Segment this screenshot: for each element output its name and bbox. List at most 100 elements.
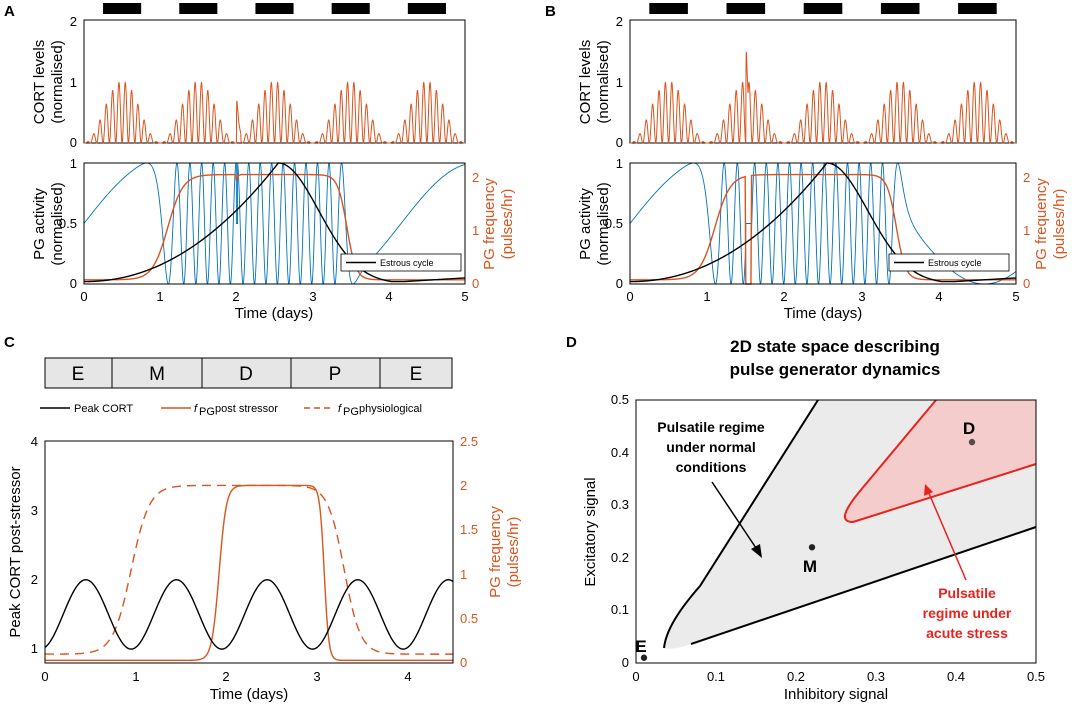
xtick-b-5: 5 [1012,289,1019,304]
cort-series-a [84,81,465,145]
ytick-b-bottom-2: 1 [616,156,623,171]
ytick-a-top-2: 2 [70,14,77,29]
ytick-c-3: 3 [31,503,38,518]
arrow-normal-head [751,544,762,558]
xtick-c-1: 1 [132,669,139,684]
ytick-a-bottom-2: 1 [70,156,77,171]
xtick-d-5: 0.5 [1027,669,1045,684]
xtick-a-4: 4 [385,289,392,304]
cort-series-b [630,51,1016,145]
legend-f-symbol-1: f [194,403,198,415]
dark-phase-bar [726,3,766,14]
annotation-normal-2: under normal [666,439,755,455]
ytick-c-right-2.5: 2.5 [460,434,478,449]
acute-stress-region [844,400,1036,522]
axes-box-c [44,440,454,664]
ylabel-c-left: Peak CORT post-stressor [7,466,24,637]
legend-label-b: Estrous cycle [928,258,982,268]
ytick-a-bottom-1: 0.5 [59,216,77,231]
xtick-d-0: 0 [632,669,639,684]
annotation-stress-2: regime under [923,605,1012,621]
ylabel-a-top-2: (normalised) [49,40,66,123]
xtick-d-3: 0.3 [867,669,885,684]
acute-stress-boundary [843,399,1037,524]
axes-box-a-top [83,19,466,144]
normal-regime-boundary [663,399,1037,649]
ytick-d-4: 0.4 [611,445,629,460]
xtick-a-1: 1 [156,289,163,304]
panel-c-plot: 0 1 2 3 4 1 2 3 4 0 0.5 1 1.5 2 2.5 Time… [7,434,522,703]
ytick-c-1: 1 [31,641,38,656]
legend-f-symbol-2: f [338,403,342,415]
dark-phase-bars-a [103,3,446,14]
ylabel-c-right-2: (pulses/hr) [505,517,522,588]
panel-letter-b: B [545,3,556,20]
legend-pg-subscript-2: PG [343,406,359,418]
ytick-c-right-0.5: 0.5 [460,611,478,626]
stage-box-e2 [379,357,453,389]
ytick-d-5: 0.5 [611,392,629,407]
state-point-m [808,544,816,551]
ytick-a-right-1: 1 [472,223,479,238]
stage-label-d: D [239,364,253,385]
ytick-a-right-0: 0 [472,276,479,291]
ylabel-b-left-2: (normalised) [595,182,612,265]
xtick-a-3: 3 [309,289,316,304]
pg-frequency-series-a [84,173,465,281]
fpg-post-stressor-series [45,484,453,662]
ylabel-b-left-1: PG activity [577,188,594,260]
ylabel-b-right-1: PG frequency [1033,178,1050,270]
xtick-d-2: 0.2 [787,669,805,684]
legend-label-physiological: physiological [359,403,422,415]
state-point-d [968,438,976,446]
legend-label-post-stressor: post stressor [215,403,278,415]
legend-c: Peak CORT f PG post stressor f PG physio… [40,403,422,418]
ylabel-b-top-1: CORT levels [577,40,594,124]
ytick-b-bottom-1: 0.5 [605,216,623,231]
dark-phase-bars-b [649,3,997,14]
legend-label-a: Estrous cycle [380,258,434,268]
xtick-c-3: 3 [313,669,320,684]
stage-box-e1 [44,357,113,389]
xtick-b-4: 4 [935,289,942,304]
legend-label-peak-cort: Peak CORT [74,403,133,415]
estrous-cycle-series-b [630,162,1017,283]
title-d-line2: pulse generator dynamics [730,360,941,379]
axes-box-d [635,399,1037,664]
xlabel-a: Time (days) [235,305,314,322]
ylabel-a-top-1: CORT levels [31,40,48,124]
ylabel-a-left-2: (normalised) [49,182,66,265]
ytick-b-top-2: 2 [616,14,623,29]
annotation-normal-1: Pulsatile regime [657,419,765,435]
ylabel-a-right-1: PG frequency [481,178,498,270]
dark-phase-bar [179,3,218,14]
ytick-a-top-0: 0 [70,135,77,150]
ytick-c-4: 4 [31,434,38,449]
xlabel-d: Inhibitory signal [784,686,888,703]
ytick-b-top-0: 0 [616,135,623,150]
ytick-b-right-1: 1 [1023,223,1030,238]
state-points [640,438,976,661]
panel-a-top: 0 1 2 CORT levels (normalised) [31,14,466,150]
xlabel-b: Time (days) [784,305,863,322]
state-point-e [640,654,648,661]
ytick-c-2: 2 [31,572,38,587]
dark-phase-bar [880,3,920,14]
annotation-stress-3: acute stress [926,625,1008,641]
ytick-b-right-0: 0 [1023,276,1030,291]
dark-phase-bar [103,3,142,14]
xtick-d-4: 0.4 [947,669,965,684]
panel-letter-c: C [4,334,15,351]
fpg-physiological-series [45,484,453,655]
dark-phase-bar [331,3,370,14]
stage-box-m [111,357,203,389]
ytick-b-top-1: 1 [616,75,623,90]
stage-label-p: P [329,364,342,385]
ytick-b-bottom-0: 0 [616,276,623,291]
xtick-c-4: 4 [404,669,411,684]
panel-b-bottom: 0 1 2 3 4 5 0 0.5 1 0 1 2 Time (days) PG… [577,156,1068,322]
xtick-c-2: 2 [222,669,229,684]
ytick-d-1: 0.1 [611,602,629,617]
panel-letter-a: A [4,3,15,20]
panel-d-plot: E M D Pulsatile regime under normal cond… [582,392,1045,703]
